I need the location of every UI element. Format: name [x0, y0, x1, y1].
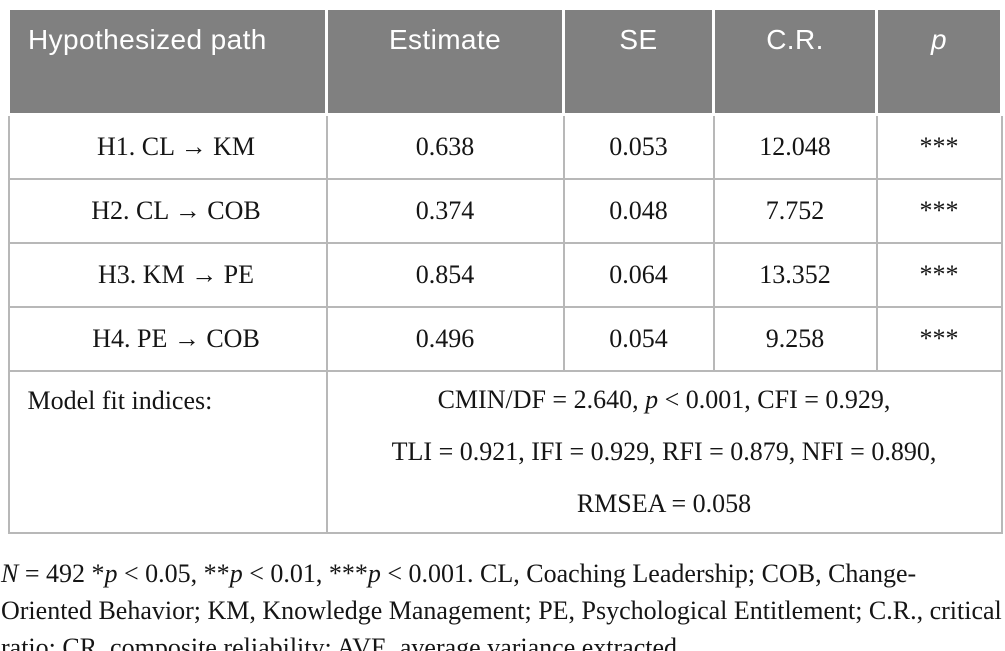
se-cell: 0.048 — [562, 178, 715, 244]
p-value-cell: *** — [875, 306, 1003, 372]
footnote-italic-n: N — [1, 559, 19, 588]
estimate-cell: 0.496 — [325, 306, 565, 372]
footnote-italic-p: p — [367, 559, 381, 588]
table-row-h1: H1. CL → KM 0.638 0.053 12.048 *** — [7, 113, 1003, 180]
estimate-cell: 0.374 — [325, 178, 565, 244]
model-fit-row: Model fit indices: CMIN/DF = 2.640, p < … — [7, 370, 1003, 534]
cr-cell: 13.352 — [712, 242, 878, 308]
footnote-text: < 0.01, *** — [242, 559, 368, 588]
fit-text-italic-p: p — [645, 385, 659, 414]
hypothesis-path-cell: H2. CL → COB — [7, 178, 328, 244]
footnote-italic-p: p — [229, 559, 243, 588]
hypothesis-path-cell: H1. CL → KM — [7, 113, 328, 180]
estimate-cell: 0.854 — [325, 242, 565, 308]
hypothesis-path-cell: H4. PE → COB — [7, 306, 328, 372]
p-value-cell: *** — [875, 113, 1003, 180]
table-row-h2: H2. CL → COB 0.374 0.048 7.752 *** — [7, 178, 1003, 244]
footnote-text: < 0.001. CL, Coaching Leadership; COB, C… — [1, 559, 1002, 651]
model-fit-line-1: CMIN/DF = 2.640, p < 0.001, CFI = 0.929, — [328, 374, 1001, 426]
model-fit-label: Model fit indices: — [7, 370, 328, 534]
cr-cell: 12.048 — [712, 113, 878, 180]
fit-text: < 0.001, CFI = 0.929, — [658, 385, 891, 414]
cr-cell: 9.258 — [712, 306, 878, 372]
model-fit-line-3: RMSEA = 0.058 — [576, 489, 752, 518]
p-value-cell: *** — [875, 178, 1003, 244]
header-row: Hypothesized path Estimate SE C.R. p — [7, 7, 1003, 116]
footnote-text: < 0.05, ** — [117, 559, 230, 588]
cr-cell: 7.752 — [712, 178, 878, 244]
se-cell: 0.064 — [562, 242, 715, 308]
model-fit-line-2: TLI = 0.921, IFI = 0.929, RFI = 0.879, N… — [391, 437, 937, 466]
footnote-text: = 492 * — [18, 559, 105, 588]
col-header-se: SE — [562, 7, 715, 116]
model-fit-values: CMIN/DF = 2.640, p < 0.001, CFI = 0.929,… — [325, 370, 1003, 534]
col-header-p: p — [875, 7, 1003, 116]
col-header-hypothesized-path: Hypothesized path — [7, 7, 328, 116]
table-footnote: N = 492 *p < 0.05, **p < 0.01, ***p < 0.… — [1, 555, 1003, 651]
fit-text: CMIN/DF = 2.640, — [437, 385, 646, 414]
footnote-italic-p: p — [104, 559, 118, 588]
p-value-cell: *** — [875, 242, 1003, 308]
col-header-estimate: Estimate — [325, 7, 565, 116]
se-cell: 0.054 — [562, 306, 715, 372]
path-analysis-results-table: Hypothesized path Estimate SE C.R. p H1.… — [7, 7, 1003, 534]
table-row-h4: H4. PE → COB 0.496 0.054 9.258 *** — [7, 306, 1003, 372]
col-header-cr: C.R. — [712, 7, 878, 116]
estimate-cell: 0.638 — [325, 113, 565, 180]
table-row-h3: H3. KM → PE 0.854 0.064 13.352 *** — [7, 242, 1003, 308]
hypothesis-path-cell: H3. KM → PE — [7, 242, 328, 308]
se-cell: 0.053 — [562, 113, 715, 180]
